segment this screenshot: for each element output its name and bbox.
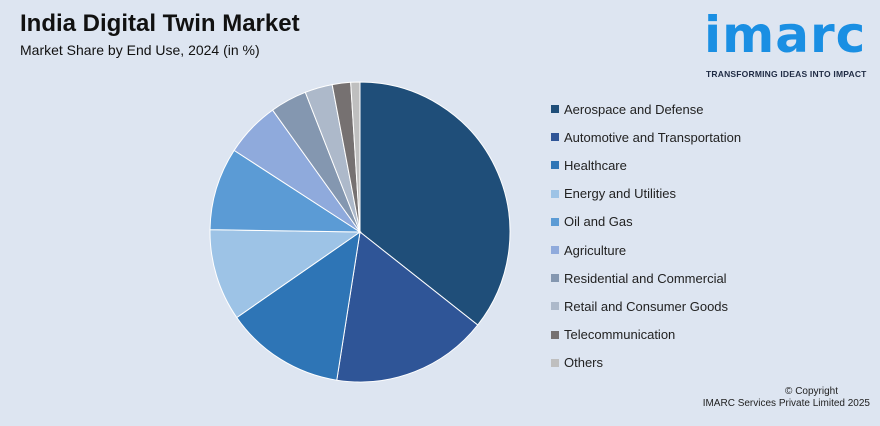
legend-label: Residential and Commercial (564, 271, 727, 286)
copyright-notice: © Copyright IMARC Services Private Limit… (703, 386, 870, 410)
legend-label: Telecommunication (564, 327, 675, 342)
legend-label: Retail and Consumer Goods (564, 299, 728, 314)
chart-legend: Aerospace and Defense Automotive and Tran… (551, 95, 741, 377)
imarc-logo: imarc TRANSFORMING IDEAS INTO IMPACT (704, 6, 874, 82)
legend-swatch (551, 190, 559, 198)
chart-title: India Digital Twin Market (20, 10, 300, 38)
legend-swatch (551, 218, 559, 226)
legend-swatch (551, 274, 559, 282)
legend-item: Agriculture (551, 236, 741, 264)
legend-swatch (551, 246, 559, 254)
pie-chart (200, 75, 520, 395)
legend-swatch (551, 359, 559, 367)
logo-wordmark: imarc (704, 6, 866, 64)
legend-item: Oil and Gas (551, 208, 741, 236)
legend-item: Retail and Consumer Goods (551, 292, 741, 320)
legend-item: Energy and Utilities (551, 180, 741, 208)
legend-label: Agriculture (564, 243, 626, 258)
logo-tagline: TRANSFORMING IDEAS INTO IMPACT (706, 69, 867, 79)
legend-item: Telecommunication (551, 321, 741, 349)
legend-swatch (551, 331, 559, 339)
legend-label: Others (564, 355, 603, 370)
legend-swatch (551, 161, 559, 169)
legend-item: Residential and Commercial (551, 264, 741, 292)
legend-swatch (551, 133, 559, 141)
legend-label: Aerospace and Defense (564, 102, 703, 117)
legend-item: Automotive and Transportation (551, 123, 741, 151)
legend-label: Oil and Gas (564, 214, 633, 229)
legend-item: Healthcare (551, 151, 741, 179)
legend-label: Automotive and Transportation (564, 130, 741, 145)
copyright-line: © Copyright (703, 386, 870, 398)
legend-swatch (551, 105, 559, 113)
copyright-company: IMARC Services Private Limited 2025 (703, 398, 870, 410)
chart-subtitle: Market Share by End Use, 2024 (in %) (20, 42, 260, 58)
legend-swatch (551, 302, 559, 310)
legend-item: Aerospace and Defense (551, 95, 741, 123)
legend-label: Energy and Utilities (564, 186, 676, 201)
legend-label: Healthcare (564, 158, 627, 173)
legend-item: Others (551, 349, 741, 377)
